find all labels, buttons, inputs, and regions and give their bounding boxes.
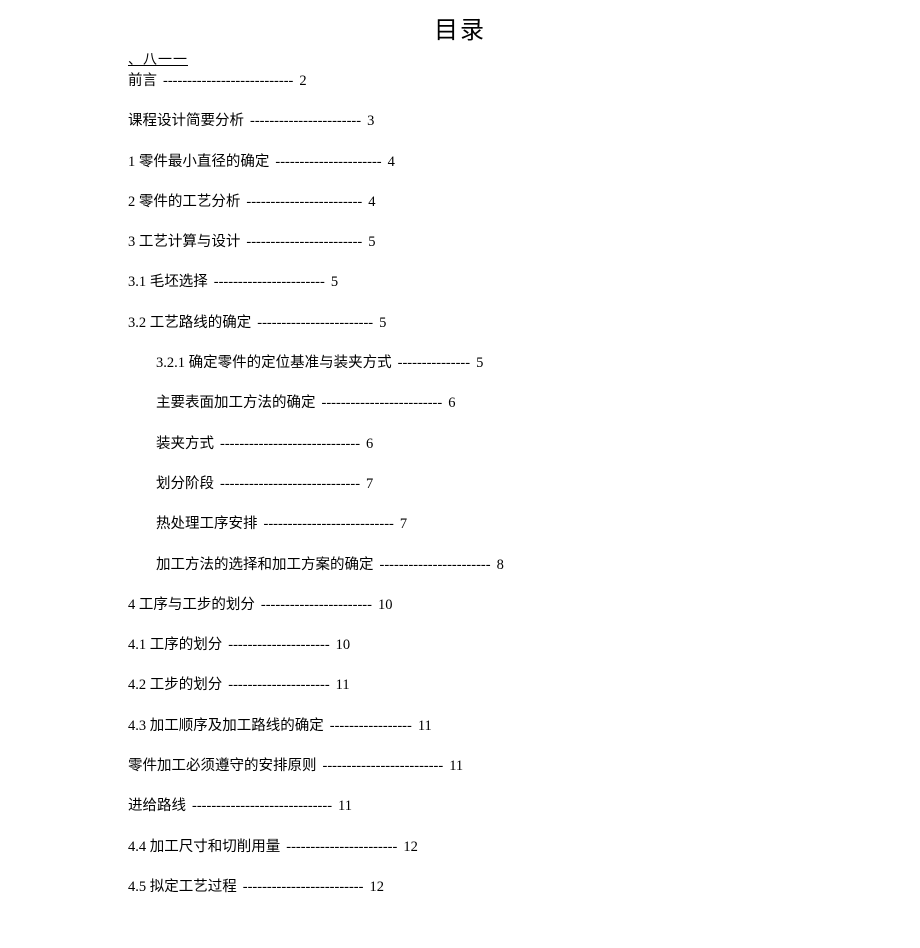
toc-entry-label: 3.2.1 确定零件的定位基准与装夹方式	[156, 355, 392, 371]
toc-entry-page: 4	[388, 154, 395, 170]
toc-leader: -----------------------	[380, 557, 491, 573]
toc-leader: -----------------------------	[220, 436, 360, 452]
toc-entry-label: 装夹方式	[156, 436, 214, 452]
toc-entry-page: 11	[418, 718, 432, 734]
toc-entry: 4.4 加工尺寸和切削用量 ----------------------- 12	[128, 837, 792, 857]
toc-entry-page: 5	[331, 274, 338, 290]
toc-entry: 4.3 加工顺序及加工路线的确定 ----------------- 11	[128, 716, 792, 736]
toc-entry-page: 6	[448, 395, 455, 411]
toc-entry-page: 10	[378, 597, 393, 613]
toc-entry: 划分阶段 ----------------------------- 7	[128, 474, 792, 494]
toc-entry: 3.2 工艺路线的确定 ------------------------ 5	[128, 313, 792, 333]
toc-leader: -----------------	[330, 718, 412, 734]
toc-leader: ---------------	[398, 355, 470, 371]
toc-entry: 进给路线 ----------------------------- 11	[128, 796, 792, 816]
toc-page: 目录 、八一一 前言 --------------------------- 2 课程…	[0, 0, 920, 897]
toc-leader: -------------------------	[323, 758, 444, 774]
toc-leader: ---------------------------	[163, 73, 293, 89]
toc-entry: 3 工艺计算与设计 ------------------------ 5	[128, 232, 792, 252]
toc-leader: ---------------------	[228, 637, 329, 653]
toc-entry-label: 2 零件的工艺分析	[128, 194, 240, 210]
toc-entry-page: 7	[366, 476, 373, 492]
toc-entry-page: 11	[336, 677, 350, 693]
toc-entry-label: 零件加工必须遵守的安排原则	[128, 758, 317, 774]
toc-entry-label: 4.4 加工尺寸和切削用量	[128, 839, 280, 855]
toc-entry-page: 4	[368, 194, 375, 210]
toc-entry: 前言 --------------------------- 2	[128, 71, 792, 91]
toc-leader: ----------------------	[275, 154, 381, 170]
toc-leader: -------------------------	[243, 879, 364, 895]
toc-entry-label: 1 零件最小直径的确定	[128, 154, 269, 170]
toc-entry-label: 热处理工序安排	[156, 516, 258, 532]
toc-entry-label: 3.1 毛坯选择	[128, 274, 208, 290]
toc-entry-label: 3.2 工艺路线的确定	[128, 315, 251, 331]
toc-leader: -------------------------	[322, 395, 443, 411]
toc-entry-label: 进给路线	[128, 798, 186, 814]
toc-entry-label: 加工方法的选择和加工方案的确定	[156, 557, 374, 573]
toc-entry-page: 11	[338, 798, 352, 814]
toc-entry-label: 4.3 加工顺序及加工路线的确定	[128, 718, 324, 734]
toc-entry: 热处理工序安排 --------------------------- 7	[128, 514, 792, 534]
toc-entry: 课程设计简要分析 ----------------------- 3	[128, 111, 792, 131]
toc-entry-page: 6	[366, 436, 373, 452]
toc-entry: 装夹方式 ----------------------------- 6	[128, 434, 792, 454]
toc-entry-page: 12	[369, 879, 384, 895]
toc-entry-label: 4.5 拟定工艺过程	[128, 879, 237, 895]
toc-entries: 前言 --------------------------- 2 课程设计简要分析 --…	[128, 71, 792, 897]
toc-entry-page: 10	[336, 637, 351, 653]
toc-leader: ---------------------	[228, 677, 329, 693]
toc-entry: 3.1 毛坯选择 ----------------------- 5	[128, 272, 792, 292]
toc-entry: 4 工序与工步的划分 ----------------------- 10	[128, 595, 792, 615]
toc-entry-page: 5	[379, 315, 386, 331]
toc-leader: ------------------------	[257, 315, 373, 331]
toc-leader: -----------------------------	[220, 476, 360, 492]
toc-leader: -----------------------	[250, 113, 361, 129]
toc-entry-label: 4.1 工序的划分	[128, 637, 222, 653]
toc-entry: 零件加工必须遵守的安排原则 ------------------------- 11	[128, 756, 792, 776]
toc-title: 目录	[128, 10, 792, 45]
toc-entry-page: 3	[367, 113, 374, 129]
toc-entry-page: 8	[497, 557, 504, 573]
toc-entry-page: 5	[476, 355, 483, 371]
toc-leader: -----------------------------	[192, 798, 332, 814]
toc-entry: 主要表面加工方法的确定 ------------------------- 6	[128, 393, 792, 413]
toc-entry-page: 12	[403, 839, 418, 855]
toc-entry-label: 4.2 工步的划分	[128, 677, 222, 693]
toc-entry-page: 5	[368, 234, 375, 250]
toc-entry-page: 2	[299, 73, 306, 89]
toc-leader: ---------------------------	[264, 516, 394, 532]
toc-entry-label: 课程设计简要分析	[128, 113, 244, 129]
toc-entry: 4.1 工序的划分 --------------------- 10	[128, 635, 792, 655]
toc-leader: ------------------------	[246, 234, 362, 250]
toc-entry-page: 7	[400, 516, 407, 532]
toc-entry: 4.2 工步的划分 --------------------- 11	[128, 675, 792, 695]
toc-entry: 3.2.1 确定零件的定位基准与装夹方式 --------------- 5	[128, 353, 792, 373]
toc-entry: 4.5 拟定工艺过程 ------------------------- 12	[128, 877, 792, 897]
toc-entry-label: 划分阶段	[156, 476, 214, 492]
toc-entry: 2 零件的工艺分析 ------------------------ 4	[128, 192, 792, 212]
toc-entry-label: 前言	[128, 73, 157, 89]
toc-leader: ------------------------	[246, 194, 362, 210]
toc-leader: -----------------------	[261, 597, 372, 613]
toc-entry-label: 3 工艺计算与设计	[128, 234, 240, 250]
toc-entry-page: 11	[449, 758, 463, 774]
toc-entry-label: 4 工序与工步的划分	[128, 597, 255, 613]
toc-entry-label: 主要表面加工方法的确定	[156, 395, 316, 411]
header-fragment: 、八一一	[128, 49, 792, 69]
toc-leader: -----------------------	[286, 839, 397, 855]
toc-entry: 1 零件最小直径的确定 ---------------------- 4	[128, 152, 792, 172]
toc-entry: 加工方法的选择和加工方案的确定 ----------------------- 8	[128, 555, 792, 575]
toc-leader: -----------------------	[214, 274, 325, 290]
